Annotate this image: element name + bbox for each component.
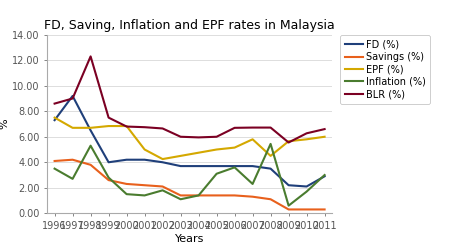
Line: BLR (%): BLR (%) [55, 56, 325, 143]
Savings (%) [304, 208, 310, 211]
Line: EPF (%): EPF (%) [55, 118, 325, 159]
Inflation (%) [178, 198, 183, 201]
BLR (%) [250, 126, 255, 129]
FD (%) [304, 185, 310, 188]
Line: FD (%): FD (%) [55, 96, 325, 186]
Inflation (%) [232, 166, 237, 169]
FD (%) [322, 175, 328, 178]
BLR (%) [232, 126, 237, 129]
BLR (%) [214, 135, 219, 138]
Inflation (%) [124, 193, 129, 196]
EPF (%) [304, 138, 310, 141]
BLR (%) [106, 116, 111, 119]
Inflation (%) [160, 189, 165, 192]
Line: Savings (%): Savings (%) [55, 160, 325, 210]
EPF (%) [286, 140, 292, 143]
FD (%) [88, 129, 93, 132]
Inflation (%) [106, 176, 111, 179]
Inflation (%) [286, 204, 292, 207]
Savings (%) [268, 198, 273, 201]
BLR (%) [286, 141, 292, 144]
EPF (%) [88, 126, 93, 129]
Inflation (%) [142, 194, 147, 197]
Savings (%) [250, 195, 255, 198]
BLR (%) [70, 97, 75, 100]
EPF (%) [232, 146, 237, 149]
FD (%) [214, 165, 219, 168]
BLR (%) [322, 128, 328, 131]
FD (%) [232, 165, 237, 168]
FD (%) [250, 165, 255, 168]
EPF (%) [250, 138, 255, 141]
Savings (%) [232, 194, 237, 197]
FD (%) [268, 167, 273, 170]
EPF (%) [106, 124, 111, 127]
Savings (%) [52, 159, 57, 162]
Inflation (%) [196, 194, 201, 197]
FD (%) [160, 161, 165, 164]
Savings (%) [142, 184, 147, 187]
EPF (%) [142, 148, 147, 151]
BLR (%) [268, 126, 273, 129]
Savings (%) [178, 194, 183, 197]
BLR (%) [52, 102, 57, 105]
FD (%) [124, 158, 129, 161]
Inflation (%) [52, 167, 57, 170]
BLR (%) [88, 55, 93, 58]
FD (%) [106, 161, 111, 164]
Savings (%) [106, 179, 111, 182]
EPF (%) [178, 155, 183, 157]
Inflation (%) [88, 144, 93, 147]
EPF (%) [124, 124, 129, 127]
Savings (%) [214, 194, 219, 197]
Savings (%) [196, 194, 201, 197]
FD (%) [52, 119, 57, 122]
EPF (%) [70, 126, 75, 129]
Inflation (%) [214, 172, 219, 175]
BLR (%) [196, 136, 201, 139]
Savings (%) [88, 163, 93, 166]
Y-axis label: %: % [0, 119, 9, 129]
BLR (%) [304, 132, 310, 135]
Savings (%) [286, 208, 292, 211]
FD (%) [178, 165, 183, 168]
Inflation (%) [70, 177, 75, 180]
EPF (%) [214, 148, 219, 151]
EPF (%) [268, 155, 273, 157]
EPF (%) [160, 157, 165, 160]
FD (%) [286, 184, 292, 187]
Inflation (%) [268, 142, 273, 145]
Savings (%) [322, 208, 328, 211]
Title: FD, Saving, Inflation and EPF rates in Malaysia: FD, Saving, Inflation and EPF rates in M… [44, 19, 335, 32]
BLR (%) [124, 125, 129, 128]
BLR (%) [142, 126, 147, 129]
Inflation (%) [304, 190, 310, 193]
Savings (%) [160, 185, 165, 188]
BLR (%) [178, 135, 183, 138]
Legend: FD (%), Savings (%), EPF (%), Inflation (%), BLR (%): FD (%), Savings (%), EPF (%), Inflation … [340, 35, 430, 104]
BLR (%) [160, 127, 165, 130]
X-axis label: Years: Years [175, 234, 204, 244]
Savings (%) [124, 183, 129, 186]
FD (%) [196, 165, 201, 168]
EPF (%) [196, 151, 201, 154]
Line: Inflation (%): Inflation (%) [55, 144, 325, 206]
Inflation (%) [250, 183, 255, 186]
Inflation (%) [322, 174, 328, 177]
FD (%) [70, 94, 75, 97]
FD (%) [142, 158, 147, 161]
EPF (%) [52, 116, 57, 119]
Savings (%) [70, 158, 75, 161]
EPF (%) [322, 135, 328, 138]
